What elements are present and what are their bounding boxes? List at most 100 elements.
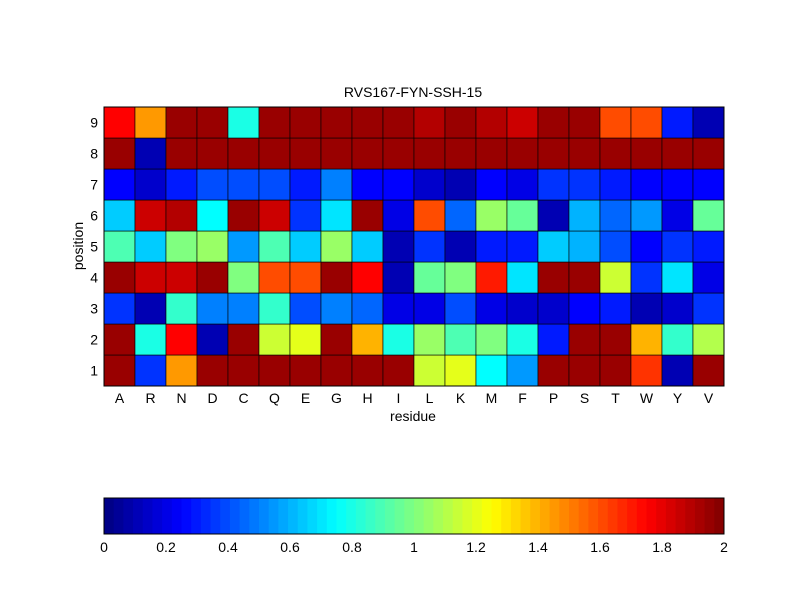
y-tick-label: 1 <box>90 363 98 379</box>
colorbar-segment <box>220 498 231 534</box>
heatmap-cell <box>320 230 353 263</box>
heatmap-cell <box>351 261 384 294</box>
heatmap-cell <box>227 168 260 201</box>
colorbar-tick-label: 0.4 <box>218 539 238 555</box>
colorbar-segment <box>239 498 250 534</box>
heatmap-cell <box>227 261 260 294</box>
heatmap-cell <box>506 137 539 170</box>
heatmap-cell <box>382 168 415 201</box>
colorbar-tick-label: 0.6 <box>280 539 300 555</box>
heatmap-cell <box>103 106 136 139</box>
heatmap-cell <box>134 323 167 356</box>
colorbar-segment <box>510 498 522 534</box>
heatmap-cell <box>475 106 508 139</box>
x-tick-label: E <box>301 390 310 406</box>
heatmap-cell <box>661 168 694 201</box>
colorbar-segment <box>229 498 241 534</box>
heatmap-cell <box>258 354 291 387</box>
heatmap-cell <box>227 292 260 325</box>
colorbar-tick-label: 2 <box>720 539 728 555</box>
heatmap-cells <box>103 106 725 387</box>
y-tick-label: 4 <box>90 270 98 286</box>
heatmap-cell <box>134 230 167 263</box>
heatmap-cell <box>568 292 601 325</box>
x-tick-label: M <box>486 390 498 406</box>
heatmap-cell <box>413 168 446 201</box>
heatmap-cell <box>289 354 322 387</box>
heatmap-cell <box>506 168 539 201</box>
x-tick-label: I <box>397 390 401 406</box>
colorbar-segment <box>675 498 686 534</box>
x-tick-label: G <box>331 390 342 406</box>
heatmap-cell <box>661 230 694 263</box>
x-tick-label: V <box>704 390 714 406</box>
heatmap-cell <box>413 354 446 387</box>
heatmap-cell <box>506 106 539 139</box>
heatmap-cell <box>351 354 384 387</box>
heatmap-cell <box>382 292 415 325</box>
y-tick-label: 8 <box>90 146 98 162</box>
colorbar-segment <box>627 498 638 534</box>
heatmap-cell <box>475 230 508 263</box>
x-tick-label: W <box>640 390 654 406</box>
heatmap-cell <box>568 354 601 387</box>
heatmap-cell <box>630 137 663 170</box>
heatmap-cell <box>537 168 570 201</box>
heatmap-cell <box>413 261 446 294</box>
heatmap-cell <box>630 106 663 139</box>
colorbar-segment <box>714 498 725 534</box>
x-tick-label: K <box>456 390 466 406</box>
colorbar-segment <box>288 498 299 534</box>
y-tick-label: 5 <box>90 239 98 255</box>
colorbar-segment <box>433 498 444 534</box>
heatmap-cell <box>196 323 229 356</box>
heatmap-cell <box>475 261 508 294</box>
colorbar-segment <box>559 498 570 534</box>
colorbar-segment <box>346 498 357 534</box>
heatmap-cell <box>630 292 663 325</box>
heatmap-cell <box>227 199 260 232</box>
colorbar-segment <box>588 498 599 534</box>
colorbar-segment <box>384 498 396 534</box>
colorbar-tick-label: 1.8 <box>652 539 672 555</box>
heatmap-cell <box>103 168 136 201</box>
colorbar-segment <box>481 498 492 534</box>
heatmap-cell <box>103 137 136 170</box>
heatmap-cell <box>289 230 322 263</box>
colorbar-tick-label: 1.4 <box>528 539 548 555</box>
heatmap-cell <box>320 106 353 139</box>
colorbar-frame <box>103 497 725 535</box>
heatmap-cell <box>165 292 198 325</box>
heatmap-cell <box>475 323 508 356</box>
heatmap-cell <box>196 106 229 139</box>
colorbar-segment <box>646 498 657 534</box>
colorbar-segment <box>452 498 463 534</box>
heatmap-cell <box>661 199 694 232</box>
colorbar-segment <box>297 498 308 534</box>
heatmap-cell <box>568 106 601 139</box>
heatmap-cell <box>444 230 477 263</box>
heatmap-cell <box>599 354 632 387</box>
heatmap-cell <box>506 261 539 294</box>
heatmap-cell <box>320 261 353 294</box>
colorbar-segment <box>694 498 706 534</box>
heatmap-cell <box>320 168 353 201</box>
heatmap-cell <box>165 168 198 201</box>
y-tick-label: 9 <box>90 115 98 131</box>
heatmap-cell <box>692 261 725 294</box>
heatmap-cell <box>692 323 725 356</box>
heatmap-cell <box>537 106 570 139</box>
heatmap-cell <box>537 323 570 356</box>
plot-frame <box>103 106 725 387</box>
heatmap-cell <box>196 199 229 232</box>
heatmap-cell <box>196 261 229 294</box>
heatmap-cell <box>506 323 539 356</box>
x-tick-label: A <box>115 390 125 406</box>
colorbar-segment <box>326 498 337 534</box>
heatmap-cell <box>599 292 632 325</box>
colorbar-segment <box>307 498 318 534</box>
colorbar-segment <box>501 498 512 534</box>
colorbar-segment <box>375 498 386 534</box>
heatmap-cell <box>351 106 384 139</box>
heatmap-cell <box>630 354 663 387</box>
